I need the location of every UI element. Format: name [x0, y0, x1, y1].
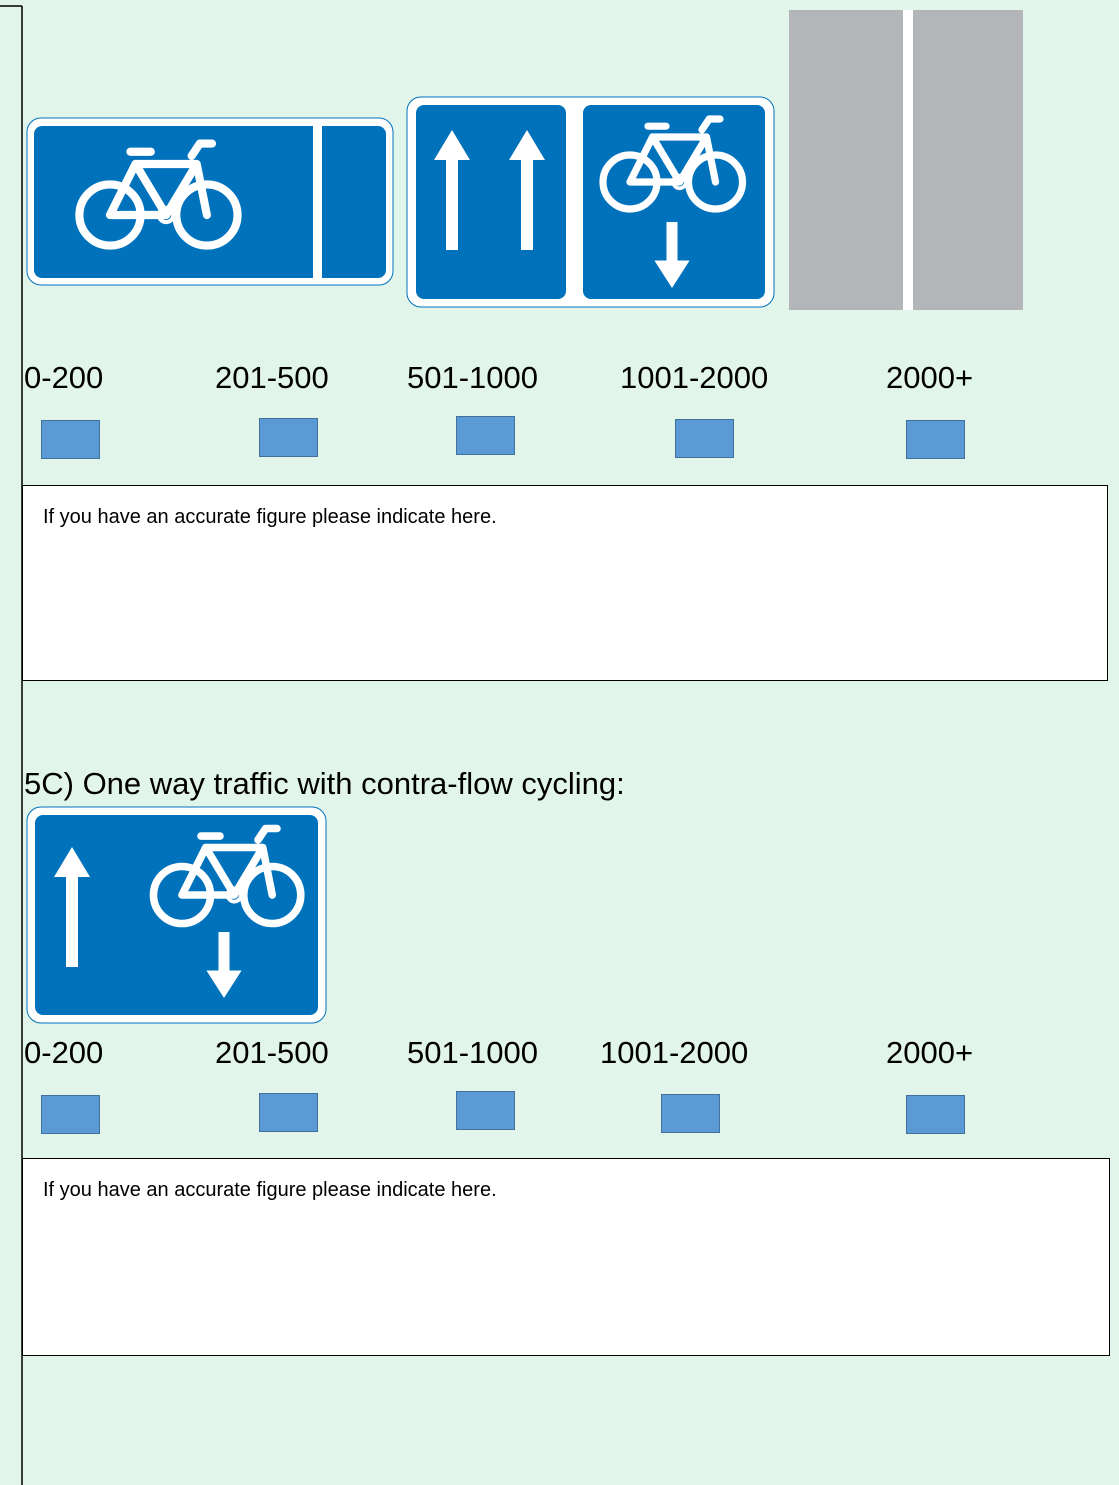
- option-label: 1001-2000: [620, 360, 769, 395]
- option-label: 2000+: [886, 360, 974, 395]
- checkbox[interactable]: [906, 1095, 965, 1134]
- option-label: 201-500: [215, 360, 329, 395]
- sign-contraflow-two-lane: [406, 96, 775, 308]
- checkbox[interactable]: [456, 416, 515, 455]
- text-box[interactable]: If you have an accurate figure please in…: [22, 485, 1108, 681]
- checkbox[interactable]: [456, 1091, 515, 1130]
- section-heading: 5C) One way traffic with contra-flow cyc…: [24, 766, 625, 801]
- text-box[interactable]: If you have an accurate figure please in…: [22, 1158, 1110, 1356]
- option-label: 0-200: [24, 1035, 104, 1070]
- checkbox[interactable]: [259, 418, 318, 457]
- checkbox[interactable]: [259, 1093, 318, 1132]
- checkbox[interactable]: [906, 420, 965, 459]
- sign-contraflow: [26, 806, 327, 1024]
- note-text: If you have an accurate figure please in…: [43, 1179, 497, 1201]
- option-label: 1001-2000: [600, 1035, 749, 1070]
- option-label: 501-1000: [407, 360, 539, 395]
- checkbox[interactable]: [41, 1095, 100, 1134]
- option-label: 201-500: [215, 1035, 329, 1070]
- option-label: 0-200: [24, 360, 104, 395]
- option-label: 2000+: [886, 1035, 974, 1070]
- sign-cycle-lane: [26, 117, 394, 286]
- note-text: If you have an accurate figure please in…: [43, 506, 497, 528]
- checkbox[interactable]: [661, 1094, 720, 1133]
- road-marking-photo: [789, 10, 1023, 310]
- checkbox[interactable]: [675, 419, 734, 458]
- option-label: 501-1000: [407, 1035, 539, 1070]
- checkbox[interactable]: [41, 420, 100, 459]
